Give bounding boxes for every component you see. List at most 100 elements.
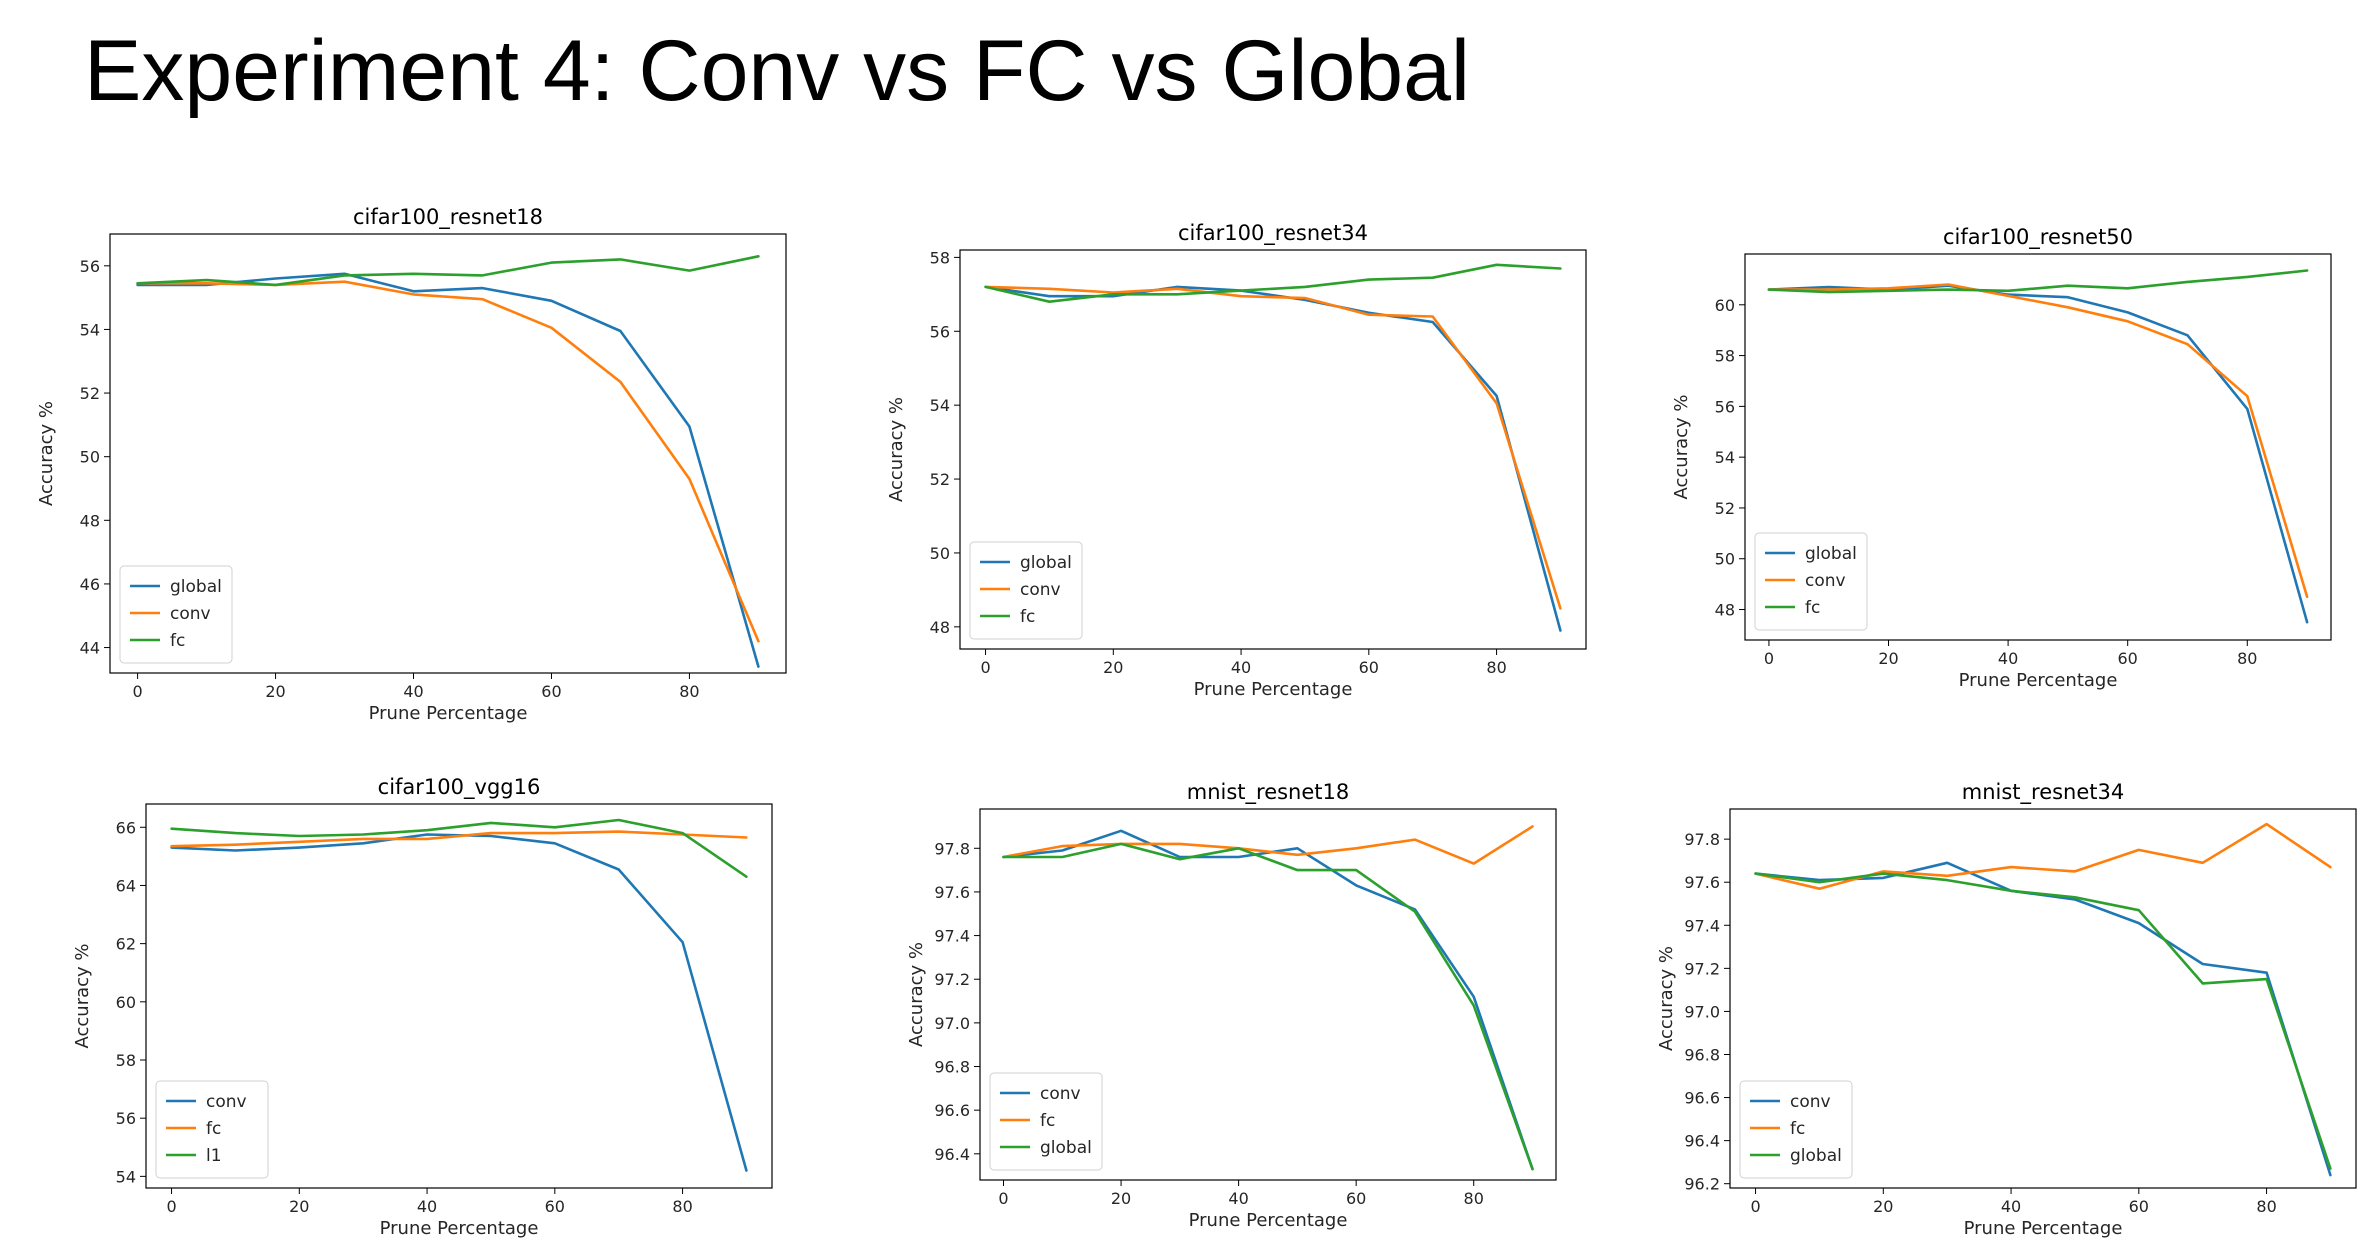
series-line-conv bbox=[984, 285, 1562, 610]
y-tick-label: 64 bbox=[116, 876, 136, 895]
y-tick-label: 62 bbox=[116, 935, 136, 954]
legend-label-l1: l1 bbox=[206, 1146, 222, 1166]
chart-title: mnist_resnet34 bbox=[1962, 780, 2125, 805]
x-tick-label: 80 bbox=[672, 1197, 692, 1216]
x-tick-label: 40 bbox=[403, 682, 423, 701]
legend-label-conv: conv bbox=[1790, 1092, 1831, 1112]
chart-mnist-resnet34: mnist_resnet34 0 20 40 60 80 96.2 96.4 96.6 96.8 9… bbox=[1656, 780, 2357, 1239]
x-tick-label: 0 bbox=[1750, 1197, 1760, 1216]
y-tick-label: 48 bbox=[930, 618, 950, 637]
y-tick-label: 96.8 bbox=[934, 1058, 970, 1077]
x-tick-label: 60 bbox=[1359, 658, 1379, 677]
series-line-fc bbox=[984, 263, 1562, 303]
x-tick-label: 80 bbox=[2256, 1197, 2276, 1216]
x-tick-label: 0 bbox=[998, 1189, 1008, 1208]
legend-label-fc: fc bbox=[1040, 1111, 1055, 1131]
x-tick-label: 80 bbox=[1464, 1189, 1484, 1208]
x-axis-label: Prune Percentage bbox=[1189, 1210, 1348, 1231]
y-tick-label: 97.8 bbox=[1684, 830, 1720, 849]
y-tick-label: 97.0 bbox=[934, 1014, 970, 1033]
chart-cifar100-resnet18: cifar100_resnet18 0 20 40 60 80 44 46 48 50 52 54 56… bbox=[36, 205, 787, 724]
y-tick-label: 96.8 bbox=[1684, 1045, 1720, 1064]
y-tick-label: 97.2 bbox=[1684, 959, 1720, 978]
chart-title: cifar100_resnet18 bbox=[353, 205, 543, 230]
y-tick-label: 96.6 bbox=[1684, 1089, 1720, 1108]
legend-label-fc: fc bbox=[1805, 598, 1820, 618]
x-tick-label: 20 bbox=[265, 682, 285, 701]
chart-cifar100-resnet34: cifar100_resnet34 0 20 40 60 80 48 50 52 54 56 58 Pr… bbox=[886, 221, 1587, 700]
x-tick-label: 40 bbox=[417, 1197, 437, 1216]
y-tick-label: 97.6 bbox=[1684, 873, 1720, 892]
y-tick-label: 52 bbox=[1715, 499, 1735, 518]
x-axis-label: Prune Percentage bbox=[1194, 679, 1353, 700]
y-tick-label: 97.6 bbox=[934, 883, 970, 902]
chart-cifar100-vgg16: cifar100_vgg16 0 20 40 60 80 54 56 58 60 62 64 66 Pru… bbox=[72, 775, 773, 1239]
y-tick-label: 52 bbox=[80, 384, 100, 403]
legend-label-global: global bbox=[1020, 553, 1072, 573]
y-tick-label: 54 bbox=[116, 1167, 136, 1186]
legend-label-global: global bbox=[1805, 544, 1857, 564]
y-axis-label: Accuracy % bbox=[886, 397, 907, 502]
legend-label-fc: fc bbox=[170, 631, 185, 651]
y-tick-label: 50 bbox=[80, 448, 100, 467]
x-tick-label: 60 bbox=[2129, 1197, 2149, 1216]
chart-title: cifar100_vgg16 bbox=[378, 775, 541, 800]
y-tick-label: 56 bbox=[930, 322, 950, 341]
y-tick-label: 60 bbox=[1715, 296, 1735, 315]
x-tick-label: 20 bbox=[1873, 1197, 1893, 1216]
x-axis-label: Prune Percentage bbox=[380, 1218, 539, 1239]
legend-label-conv: conv bbox=[1805, 571, 1846, 591]
y-axis-label: Accuracy % bbox=[1671, 394, 1692, 499]
legend-label-conv: conv bbox=[1020, 580, 1061, 600]
y-tick-label: 97.8 bbox=[934, 839, 970, 858]
y-tick-label: 60 bbox=[116, 993, 136, 1012]
y-tick-label: 54 bbox=[930, 396, 950, 415]
y-tick-label: 96.4 bbox=[1684, 1132, 1720, 1151]
plot-frame bbox=[145, 803, 773, 1189]
series-line-conv bbox=[136, 280, 760, 643]
series-line-global bbox=[1002, 842, 1534, 1171]
x-tick-label: 80 bbox=[2237, 649, 2257, 668]
y-tick-label: 96.4 bbox=[934, 1145, 970, 1164]
y-tick-label: 48 bbox=[80, 511, 100, 530]
y-axis-label: Accuracy % bbox=[36, 401, 57, 506]
x-tick-label: 0 bbox=[166, 1197, 176, 1216]
y-tick-label: 54 bbox=[1715, 448, 1735, 467]
series-line-fc bbox=[1767, 269, 2309, 294]
x-tick-label: 20 bbox=[1111, 1189, 1131, 1208]
x-tick-label: 40 bbox=[1998, 649, 2018, 668]
y-tick-label: 66 bbox=[116, 818, 136, 837]
x-tick-label: 80 bbox=[1486, 658, 1506, 677]
y-tick-label: 52 bbox=[930, 470, 950, 489]
y-tick-label: 50 bbox=[930, 544, 950, 563]
y-tick-label: 50 bbox=[1715, 550, 1735, 569]
y-tick-label: 96.6 bbox=[934, 1101, 970, 1120]
plot-frame bbox=[979, 808, 1557, 1181]
legend-label-conv: conv bbox=[206, 1092, 247, 1112]
chart-cifar100-resnet50: cifar100_resnet50 0 20 40 60 80 48 50 52 54 56 58 60… bbox=[1671, 225, 2332, 691]
series-line-fc bbox=[136, 254, 760, 287]
y-tick-label: 56 bbox=[80, 257, 100, 276]
series-line-fc bbox=[1754, 822, 2332, 890]
x-tick-label: 40 bbox=[2001, 1197, 2021, 1216]
series-line-fc bbox=[1002, 825, 1534, 865]
y-tick-label: 96.2 bbox=[1684, 1175, 1720, 1194]
slide-title: Experiment 4: Conv vs FC vs Global bbox=[84, 23, 1471, 119]
legend-label-conv: conv bbox=[170, 604, 211, 624]
x-axis-label: Prune Percentage bbox=[1959, 670, 2118, 691]
plot-frame bbox=[1744, 253, 2332, 641]
legend-label-conv: conv bbox=[1040, 1084, 1081, 1104]
series-line-l1 bbox=[170, 818, 748, 878]
legend-label-fc: fc bbox=[1020, 607, 1035, 627]
plot-frame bbox=[1729, 808, 2357, 1189]
y-tick-label: 56 bbox=[1715, 397, 1735, 416]
legend-label-global: global bbox=[170, 577, 222, 597]
x-axis-label: Prune Percentage bbox=[369, 703, 528, 724]
x-tick-label: 20 bbox=[1103, 658, 1123, 677]
x-tick-label: 0 bbox=[1764, 649, 1774, 668]
legend-label-global: global bbox=[1790, 1146, 1842, 1166]
y-tick-label: 48 bbox=[1715, 601, 1735, 620]
x-tick-label: 0 bbox=[980, 658, 990, 677]
x-tick-label: 60 bbox=[2118, 649, 2138, 668]
x-tick-label: 60 bbox=[545, 1197, 565, 1216]
